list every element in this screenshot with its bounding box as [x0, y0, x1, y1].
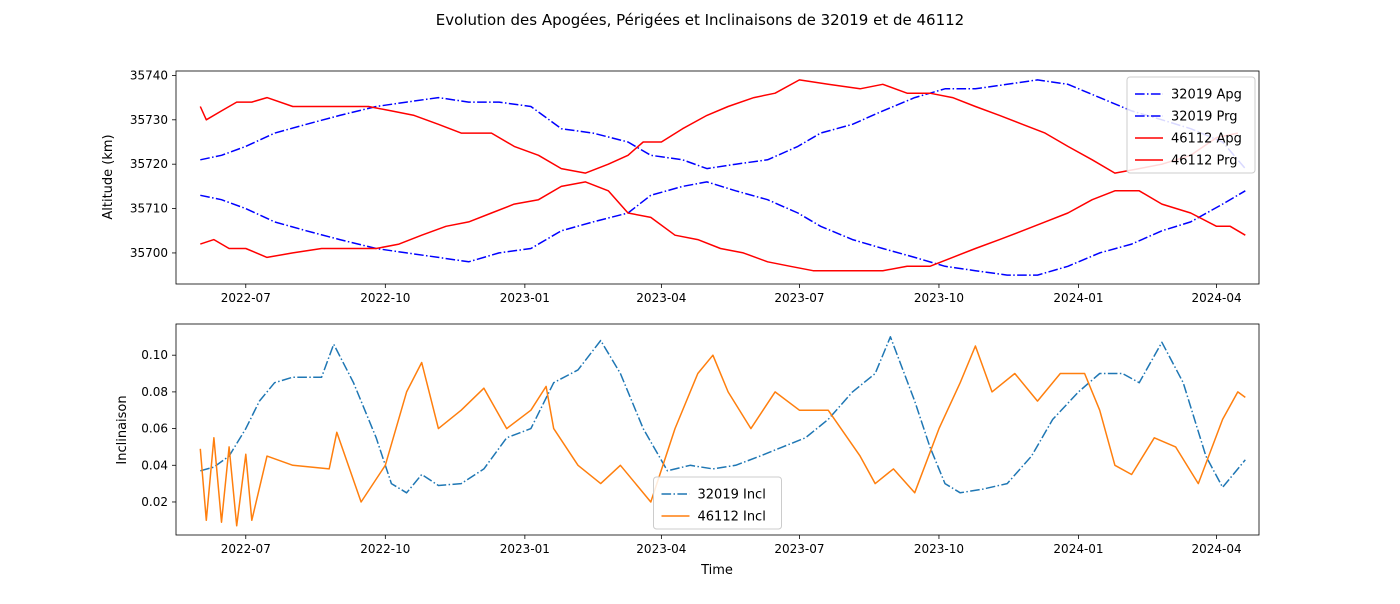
inclination-x-tick-label: 2024-01	[1053, 542, 1103, 556]
legend-label-32019-apg: 32019 Apg	[1171, 88, 1242, 103]
series-line-32019-incl	[200, 336, 1246, 494]
altitude-y-tick-label: 35730	[130, 113, 168, 127]
legend-label-46112-incl: 46112 Incl	[698, 510, 766, 525]
inclination-axes-frame	[175, 323, 1260, 536]
inclination-x-tick-label: 2023-10	[914, 542, 964, 556]
legend-label-46112-apg: 46112 Apg	[1171, 132, 1242, 147]
inclination-x-tick-label: 2023-01	[500, 542, 550, 556]
altitude-y-tick-label: 35700	[130, 246, 168, 260]
altitude-plot-area: 2022-07 2022-10 2023-01 2023-04 2023-07 2023-…	[130, 68, 1260, 305]
chart-title: Evolution des Apogées, Périgées et Incli…	[436, 11, 964, 29]
altitude-axes-frame	[175, 70, 1260, 285]
altitude-ylabel: Altitude (km)	[101, 134, 116, 219]
altitude-x-tick-label: 2022-10	[360, 291, 410, 305]
inclination-y-tick-label: 0.08	[141, 385, 168, 399]
altitude-x-tick-label: 2024-01	[1053, 291, 1103, 305]
inclination-x-tick-label: 2022-07	[221, 542, 271, 556]
legend-label-46112-prg: 46112 Prg	[1171, 154, 1237, 169]
series-line-46112-prg	[200, 181, 1246, 272]
inclination-panel: 2022-07 2022-10 2023-01 2023-04 2023-07 2023-…	[115, 323, 1260, 578]
inclination-x-tick-label: 2022-10	[360, 542, 410, 556]
altitude-x-tick-label: 2023-07	[774, 291, 824, 305]
altitude-panel: 2022-07 2022-10 2023-01 2023-04 2023-07 2023-…	[101, 68, 1260, 305]
altitude-y-tick-label: 35710	[130, 202, 168, 216]
inclination-xlabel: Time	[700, 563, 733, 578]
inclination-x-tick-label: 2023-04	[636, 542, 686, 556]
altitude-legend-box	[1126, 76, 1256, 174]
altitude-x-tick-label: 2024-04	[1191, 291, 1241, 305]
altitude-x-tick-label: 2023-10	[914, 291, 964, 305]
altitude-legend: 32019 Apg 32019 Prg 46112 Apg 46112 Prg	[1126, 76, 1256, 174]
inclination-legend: 32019 Incl 46112 Incl	[653, 476, 782, 530]
legend-label-32019-prg: 32019 Prg	[1171, 110, 1237, 125]
altitude-x-tick-label: 2022-07	[221, 291, 271, 305]
altitude-series-group	[199, 79, 1246, 276]
inclination-y-tick-label: 0.02	[141, 495, 168, 509]
series-line-32019-prg	[200, 181, 1246, 276]
altitude-x-tick-label: 2023-01	[500, 291, 550, 305]
inclination-y-tick-label: 0.06	[141, 422, 168, 436]
altitude-x-tick-label: 2023-04	[636, 291, 686, 305]
series-line-32019-apg	[200, 79, 1246, 170]
inclination-y-tick-label: 0.04	[141, 458, 168, 472]
series-line-46112-incl	[199, 345, 1246, 527]
inclination-x-tick-label: 2023-07	[774, 542, 824, 556]
altitude-y-tick-label: 35740	[130, 68, 168, 82]
legend-label-32019-incl: 32019 Incl	[698, 488, 766, 503]
series-line-46112-apg	[199, 79, 1238, 174]
inclination-plot-area: 2022-07 2022-10 2023-01 2023-04 2023-07 2023-…	[141, 323, 1260, 556]
inclination-x-tick-label: 2024-04	[1191, 542, 1241, 556]
inclination-ylabel: Inclinaison	[115, 395, 130, 464]
altitude-y-tick-label: 35720	[130, 157, 168, 171]
inclination-y-tick-label: 0.10	[141, 348, 168, 362]
inclination-series-group	[199, 336, 1246, 527]
